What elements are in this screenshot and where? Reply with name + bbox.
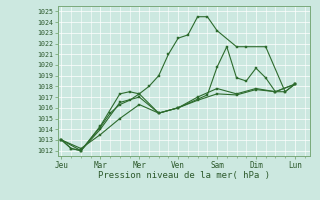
X-axis label: Pression niveau de la mer( hPa ): Pression niveau de la mer( hPa ) xyxy=(98,171,270,180)
